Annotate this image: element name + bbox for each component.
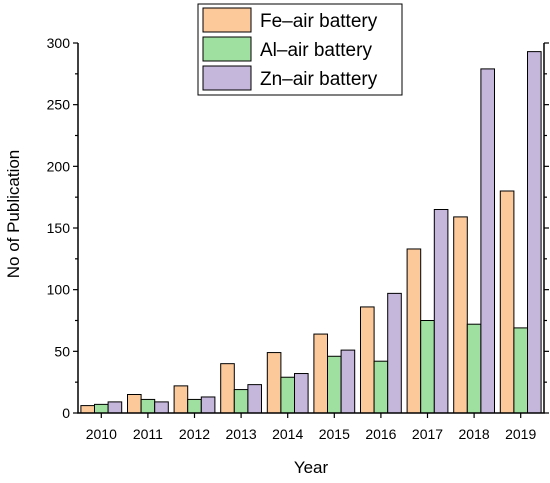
- bar-zn-2019: [527, 51, 542, 414]
- y-tick-label-0: 0: [62, 405, 70, 421]
- y-tick-label-150: 150: [47, 220, 71, 236]
- legend-label-al: Al–air battery: [260, 40, 372, 61]
- bar-zn-2011: [154, 401, 169, 414]
- bar-zn-2014: [294, 373, 309, 414]
- bar-al-2019: [513, 327, 529, 414]
- legend-label-fe: Fe–air battery: [260, 11, 378, 32]
- bar-zn-2015: [340, 349, 356, 414]
- bar-al-2010: [94, 403, 109, 414]
- bar-zn-2018: [480, 68, 495, 414]
- x-tick-label-2016: 2016: [365, 426, 396, 442]
- legend-swatch-fe: [202, 7, 252, 33]
- bar-fe-2017: [406, 248, 422, 414]
- bar-fe-2012: [173, 385, 189, 414]
- bar-zn-2013: [247, 384, 262, 414]
- bar-al-2018: [466, 323, 482, 414]
- y-tick-label-250: 250: [47, 97, 71, 113]
- bar-fe-2016: [360, 306, 375, 414]
- bar-al-2012: [187, 398, 202, 414]
- y-tick-label-100: 100: [47, 282, 71, 298]
- x-tick-label-2010: 2010: [86, 426, 117, 442]
- bar-zn-2016: [387, 292, 402, 414]
- legend-swatch-zn: [202, 65, 252, 91]
- x-tick-label-2018: 2018: [459, 426, 490, 442]
- bar-fe-2015: [313, 333, 328, 414]
- x-tick-label-2014: 2014: [272, 426, 303, 442]
- y-tick-label-300: 300: [47, 35, 71, 51]
- bar-zn-2017: [433, 209, 449, 414]
- legend-swatch-al: [202, 36, 252, 62]
- bar-fe-2013: [220, 363, 235, 414]
- bar-zn-2010: [107, 401, 123, 414]
- bar-al-2017: [420, 320, 435, 414]
- x-tick-label-2015: 2015: [319, 426, 350, 442]
- bar-al-2015: [327, 355, 342, 414]
- bar-fe-2019: [499, 190, 515, 414]
- x-tick-label-2017: 2017: [412, 426, 443, 442]
- bar-fe-2018: [453, 216, 468, 414]
- x-tick-label-2013: 2013: [226, 426, 257, 442]
- x-tick-label-2011: 2011: [133, 426, 163, 442]
- y-tick-label-200: 200: [47, 158, 71, 174]
- y-axis-title: No of Publication: [4, 150, 23, 279]
- y-tick-label-50: 50: [54, 343, 70, 359]
- bar-al-2014: [280, 376, 295, 414]
- bar-al-2011: [140, 398, 156, 414]
- bar-fe-2010: [80, 405, 96, 414]
- x-tick-label-2012: 2012: [179, 426, 210, 442]
- x-axis-title: Year: [294, 458, 329, 477]
- bar-al-2016: [373, 360, 389, 414]
- bar-al-2013: [233, 389, 249, 414]
- ticks-group: 0 50 100 150 200 250 300 2010 2011 2012 2013 2014 20…: [47, 35, 549, 442]
- legend-label-zn: Zn–air battery: [260, 69, 378, 90]
- bar-fe-2011: [127, 394, 142, 414]
- x-tick-label-2019: 2019: [505, 426, 536, 442]
- bars-group: [80, 51, 542, 414]
- bar-zn-2012: [200, 396, 216, 414]
- bar-fe-2014: [266, 352, 282, 414]
- legend: Fe–air battery Al–air battery Zn–air batte…: [197, 3, 403, 96]
